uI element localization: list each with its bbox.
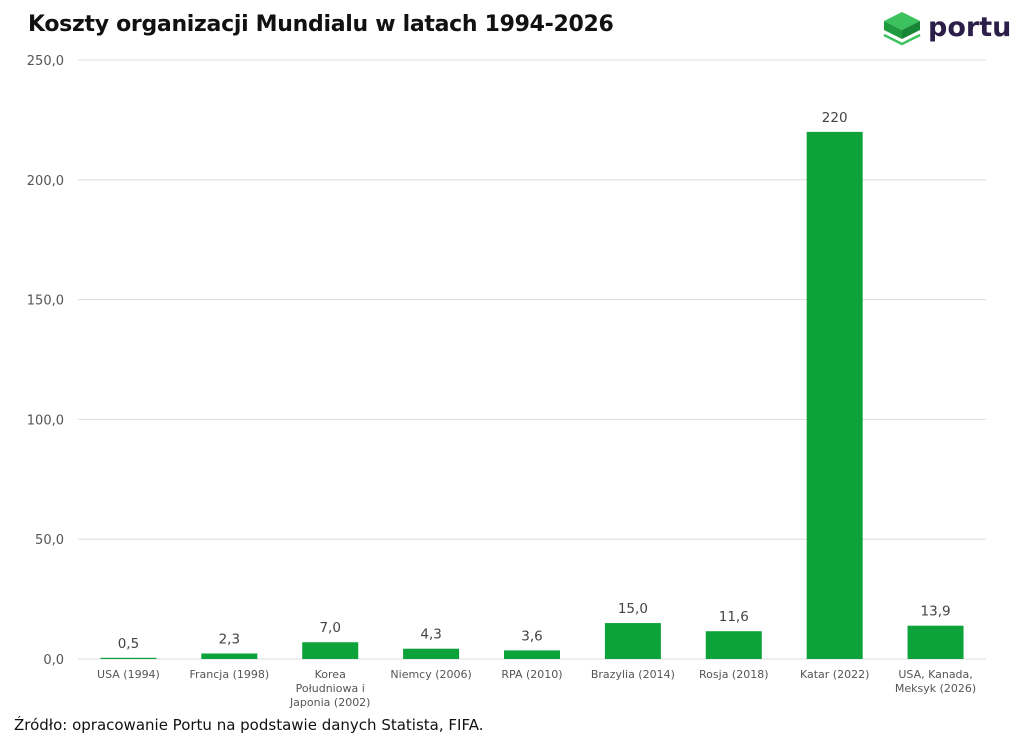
chart-title: Koszty organizacji Mundialu w latach 199…: [28, 12, 614, 37]
y-tick-label: 250,0: [27, 54, 64, 69]
portu-logo-text: portu: [928, 12, 1012, 43]
data-label: 11,6: [719, 609, 749, 625]
data-label: 220: [822, 110, 848, 126]
data-label: 2,3: [219, 631, 240, 647]
data-label: 3,6: [521, 628, 542, 644]
data-label: 4,3: [420, 627, 441, 643]
x-tick-label: Rosja (2018): [699, 668, 768, 681]
y-tick-label: 100,0: [27, 413, 64, 428]
y-tick-label: 200,0: [27, 174, 64, 189]
bar: [403, 648, 460, 659]
y-tick-label: 50,0: [35, 533, 64, 548]
bar: [907, 625, 964, 659]
x-tick-label: RPA (2010): [501, 668, 562, 681]
x-tick-label: Katar (2022): [800, 668, 869, 681]
x-tick-label: Korea Południowa i Japonia (2002): [289, 668, 371, 709]
y-tick-label: 150,0: [27, 294, 64, 309]
x-tick-label: Francja (1998): [189, 668, 269, 681]
x-tick-label: USA, Kanada, Meksyk (2026): [895, 668, 976, 695]
portu-logo-icon: [883, 12, 921, 46]
data-label: 0,5: [118, 636, 139, 652]
y-tick-label: 0,0: [43, 653, 64, 668]
portu-logo: portu: [880, 8, 1012, 52]
x-tick-label: USA (1994): [97, 668, 160, 681]
data-label: 7,0: [319, 620, 340, 636]
source-note: Źródło: opracowanie Portu na podstawie d…: [14, 716, 484, 734]
data-label: 13,9: [921, 604, 951, 620]
bar: [806, 131, 863, 659]
bar: [504, 650, 560, 659]
bar: [604, 623, 661, 659]
bar: [201, 653, 258, 659]
data-label: 15,0: [618, 601, 648, 617]
bar: [302, 642, 359, 659]
bar: [100, 657, 157, 659]
x-tick-label: Niemcy (2006): [390, 668, 471, 681]
x-tick-label: Brazylia (2014): [591, 668, 675, 681]
bar: [705, 631, 762, 659]
